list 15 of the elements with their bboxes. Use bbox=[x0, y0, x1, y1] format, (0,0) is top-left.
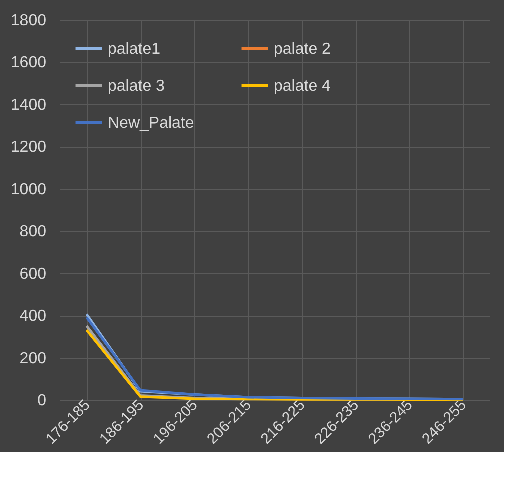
legend-label: palate 3 bbox=[108, 78, 166, 95]
y-tick-label: 0 bbox=[38, 392, 47, 410]
y-tick-label: 1000 bbox=[10, 181, 47, 198]
y-tick-label: 400 bbox=[20, 308, 47, 326]
y-tick-label: 1400 bbox=[10, 96, 47, 114]
legend-label: palate 4 bbox=[274, 78, 332, 95]
legend-label: New_Palate bbox=[108, 115, 194, 132]
y-tick-label: 600 bbox=[20, 266, 47, 283]
y-tick-label: 1200 bbox=[10, 139, 47, 156]
y-tick-label: 1800 bbox=[10, 12, 47, 30]
y-tick-label: 1600 bbox=[10, 54, 47, 72]
legend-label: palate1 bbox=[108, 41, 161, 58]
y-tick-label: 200 bbox=[20, 350, 47, 368]
y-tick-label: 800 bbox=[20, 224, 47, 241]
legend-label: palate 2 bbox=[274, 41, 332, 58]
